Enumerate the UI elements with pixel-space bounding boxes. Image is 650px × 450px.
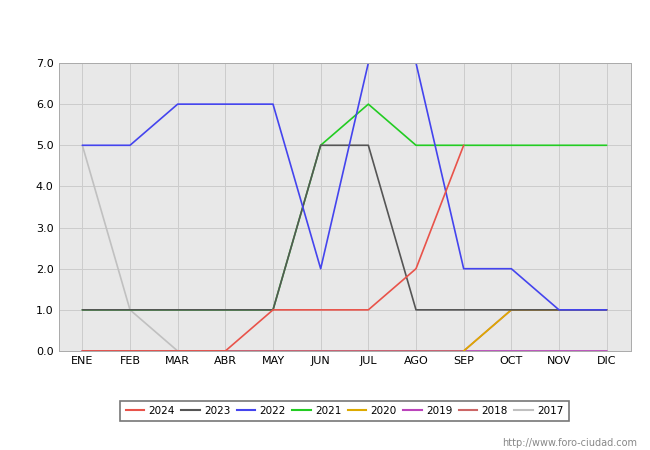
- Legend: 2024, 2023, 2022, 2021, 2020, 2019, 2018, 2017: 2024, 2023, 2022, 2021, 2020, 2019, 2018…: [120, 401, 569, 421]
- Text: Afiliados en Justel a 30/9/2024: Afiliados en Justel a 30/9/2024: [199, 14, 451, 32]
- Text: http://www.foro-ciudad.com: http://www.foro-ciudad.com: [502, 438, 637, 448]
